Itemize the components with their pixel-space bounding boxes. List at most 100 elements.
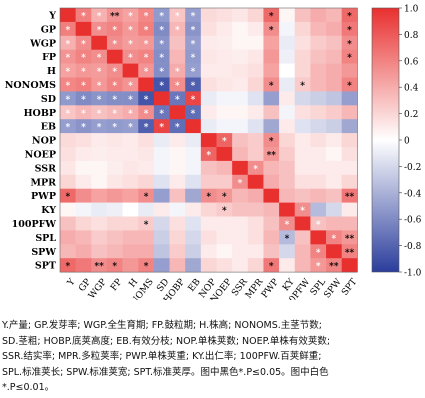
heatmap-cell — [185, 49, 202, 64]
row-label: KY — [41, 205, 56, 216]
significance-mark: * — [191, 40, 196, 50]
significance-mark: * — [159, 68, 164, 78]
heatmap-cell — [326, 244, 342, 259]
column-label: H — [127, 277, 140, 289]
heatmap-cell — [106, 258, 123, 273]
heatmap-cell — [185, 63, 202, 78]
heatmap-cell — [138, 258, 155, 273]
heatmap-cell — [153, 160, 170, 176]
significance-mark: * — [238, 179, 243, 189]
significance-mark: * — [112, 68, 117, 78]
colorbar-tick-label: -1.0 — [404, 269, 422, 279]
heatmap-cell — [122, 105, 139, 120]
heatmap-cell — [326, 91, 342, 106]
heatmap-cell — [169, 91, 186, 106]
colorbar-tick-label: -0.6 — [404, 216, 422, 226]
significance-mark: * — [206, 193, 211, 203]
heatmap-cell — [279, 133, 296, 148]
significance-mark: * — [128, 40, 133, 50]
heatmap-cell — [122, 91, 139, 106]
heatmap-cell — [122, 258, 139, 273]
heatmap-cell — [75, 77, 92, 92]
heatmap-cell — [341, 160, 358, 176]
heatmap-cell — [232, 188, 249, 203]
heatmap-cell — [294, 160, 311, 176]
significance-mark: * — [191, 26, 196, 36]
heatmap-cell — [75, 174, 92, 189]
heatmap-cell — [232, 174, 249, 189]
heatmap-cell — [216, 147, 233, 162]
heatmap-cell — [341, 105, 358, 120]
heatmap-cell — [138, 8, 155, 23]
heatmap-cell — [169, 49, 186, 64]
significance-mark: * — [97, 123, 102, 133]
heatmap-cell — [75, 202, 92, 217]
colorbar: 1.0 0.8 0.6 0.4 0.2 0 -0.2 -0.4 -0.6 -0.8 -1.0 — [371, 5, 422, 279]
heatmap-cell — [247, 91, 264, 106]
heatmap-cell — [153, 77, 170, 92]
significance-mark: * — [128, 12, 133, 22]
heatmap-cell — [169, 147, 186, 162]
heatmap-cell — [216, 160, 233, 176]
significance-mark: * — [191, 68, 196, 78]
heatmap-cell — [122, 147, 139, 162]
heatmap-cell — [153, 230, 170, 245]
heatmap-cell — [106, 230, 123, 245]
heatmap-cell — [279, 105, 296, 120]
heatmap-cell — [279, 49, 296, 64]
colorbar-tick-label: 1.0 — [404, 5, 419, 15]
heatmap-cell — [75, 35, 92, 50]
significance-mark: * — [159, 109, 164, 119]
significance-mark: ** — [329, 262, 339, 272]
significance-mark: * — [65, 54, 70, 64]
significance-mark: * — [128, 109, 133, 119]
heatmap-cell — [294, 230, 311, 245]
heatmap-cell — [247, 160, 264, 176]
significance-mark: ** — [94, 262, 104, 272]
heatmap-cell — [216, 188, 233, 203]
significance-mark: * — [285, 220, 290, 230]
heatmap-cell — [310, 119, 327, 134]
heatmap-cell — [216, 133, 233, 148]
heatmap-cell — [310, 147, 327, 162]
heatmap-cell — [341, 188, 358, 203]
row-label: 100PFW — [12, 219, 57, 230]
heatmap-cell — [106, 63, 123, 78]
significance-mark: * — [347, 54, 352, 64]
heatmap-cell — [263, 49, 280, 64]
significance-mark: * — [175, 12, 180, 22]
significance-mark: ** — [345, 234, 355, 244]
heatmap-cell — [279, 258, 296, 273]
correlation-heatmap: * * ** * * * * * * ** * * * * * * * * ** * * * * * * ** * * * * * * ** * *… — [5, 5, 422, 301]
heatmap-cell — [310, 8, 327, 23]
heatmap-cell — [138, 77, 155, 92]
heatmap-cell — [91, 216, 108, 231]
heatmap-cell — [294, 188, 311, 203]
heatmap-cell — [122, 119, 139, 134]
heatmap-cell — [60, 174, 76, 189]
heatmap-cell — [138, 202, 155, 217]
heatmap-cell — [91, 63, 108, 78]
heatmap-cell — [341, 21, 358, 37]
heatmap-cell — [75, 91, 92, 106]
heatmap-cell — [185, 147, 202, 162]
significance-mark: * — [112, 262, 117, 272]
row-labels: Y GP WGP FP H NONOMS SD HOBP EB NOP NOEP SSR MPR PWP K… — [5, 10, 57, 271]
heatmap-cell — [200, 147, 217, 162]
heatmap-cell — [138, 105, 155, 120]
heatmap-cell — [341, 49, 358, 64]
heatmap-cell — [106, 188, 123, 203]
heatmap-cell — [279, 35, 296, 50]
significance-mark: * — [144, 95, 149, 105]
significance-mark: * — [112, 95, 117, 105]
heatmap-cell — [169, 174, 186, 189]
significance-mark: * — [128, 26, 133, 36]
row-label: WGP — [29, 38, 56, 49]
heatmap-cell — [247, 188, 264, 203]
heatmap-cell — [169, 188, 186, 203]
row-label: SPT — [35, 261, 56, 272]
heatmap-cell — [106, 160, 123, 176]
heatmap-cell — [185, 160, 202, 176]
heatmap-cell — [294, 174, 311, 189]
heatmap-cell — [60, 35, 76, 50]
